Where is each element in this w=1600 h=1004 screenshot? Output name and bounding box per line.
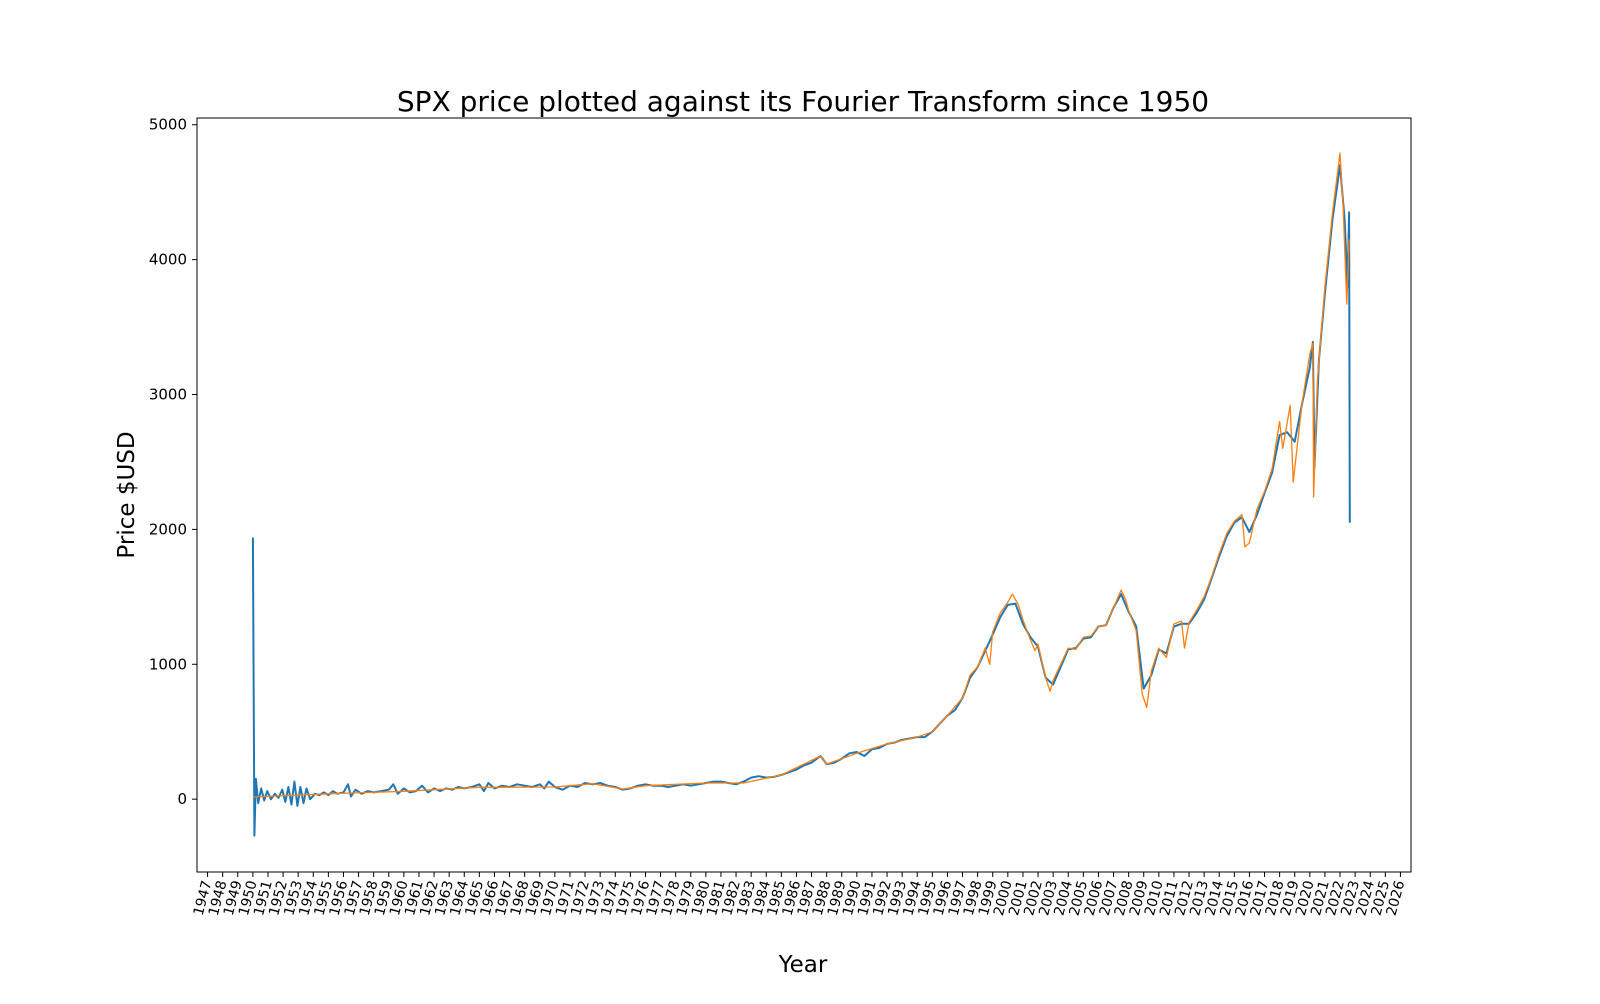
series-line-fourier bbox=[251, 164, 1351, 837]
plot-frame bbox=[196, 117, 1412, 873]
chart-title: SPX price plotted against its Fourier Tr… bbox=[397, 85, 1209, 118]
plot-area bbox=[251, 152, 1351, 837]
x-axis-label: Year bbox=[778, 952, 828, 978]
y-tick-label: 5000 bbox=[149, 116, 187, 134]
y-tick-label: 0 bbox=[177, 790, 187, 808]
x-axis-ticks: 1947194819491950195119521953195419551956… bbox=[191, 872, 1408, 917]
y-axis-label: Price $USD bbox=[114, 431, 140, 558]
y-axis-ticks: 0 1000 2000 3000 4000 5000 bbox=[149, 116, 197, 808]
y-tick-label: 1000 bbox=[149, 655, 187, 673]
series-line-price bbox=[252, 152, 1350, 798]
y-tick-label: 3000 bbox=[149, 386, 187, 404]
y-tick-label: 4000 bbox=[149, 251, 187, 269]
y-tick-label: 2000 bbox=[149, 520, 187, 538]
